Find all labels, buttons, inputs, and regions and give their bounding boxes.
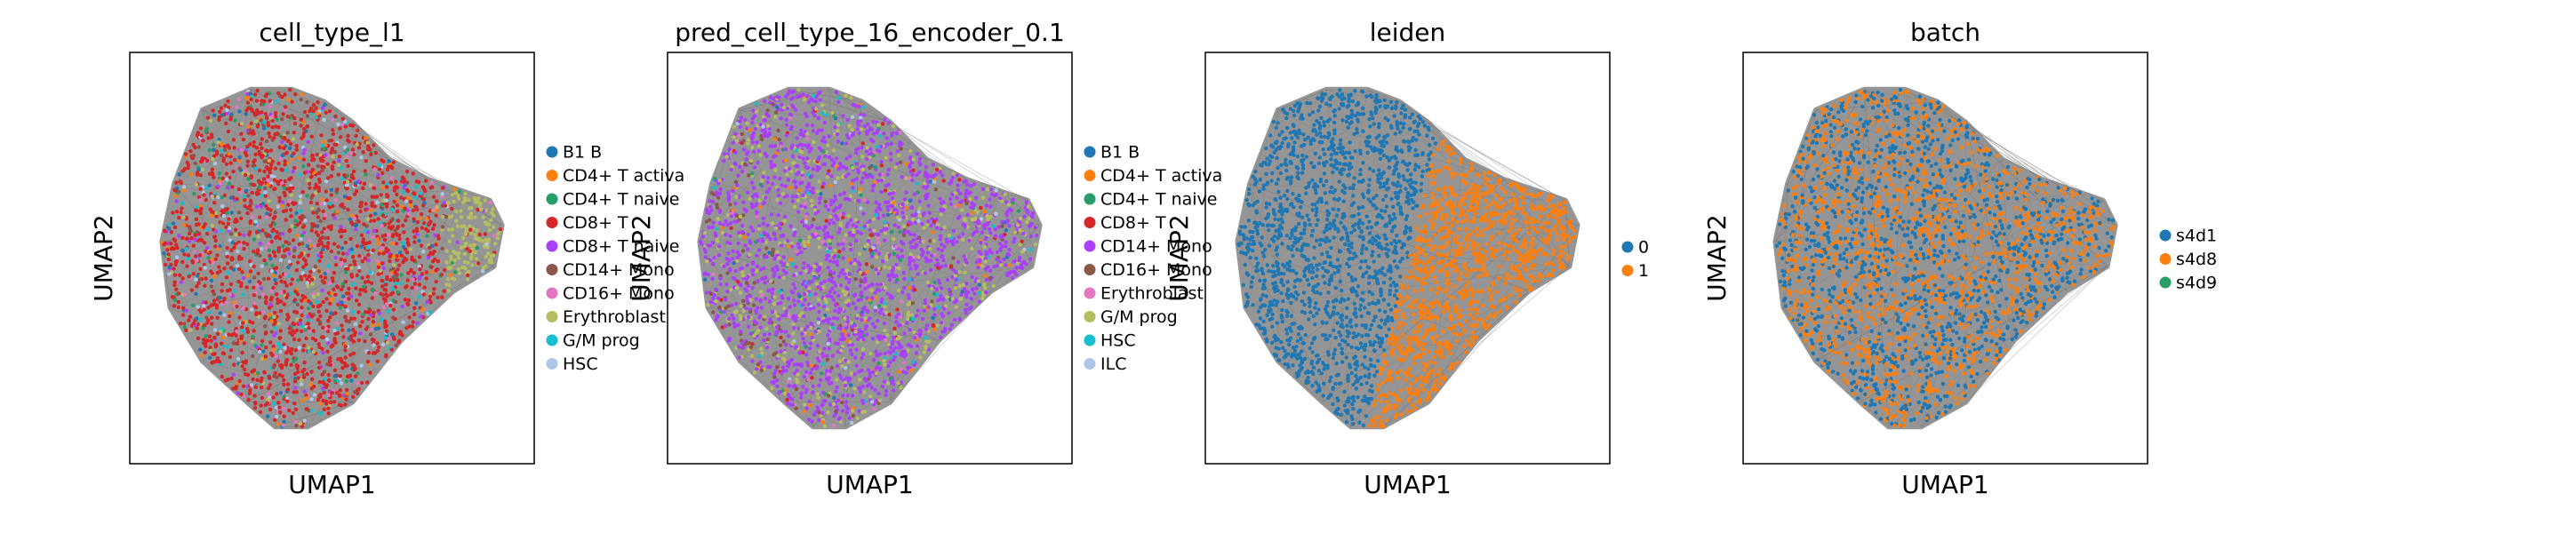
legend-item-label: ILC xyxy=(1100,354,1126,374)
axes-frame xyxy=(1204,52,1611,465)
panel-title: pred_cell_type_16_encoder_0.1 xyxy=(675,18,1065,47)
y-axis-label: UMAP2 xyxy=(627,214,656,302)
legend-item-label: G/M prog xyxy=(563,331,640,351)
legend-marker xyxy=(1084,264,1096,275)
legend-item-label: Erythroblast xyxy=(563,307,666,327)
legend-marker xyxy=(1084,287,1096,299)
legend-marker xyxy=(1084,334,1096,346)
legend-marker xyxy=(1084,170,1096,181)
legend: 01 xyxy=(1621,238,1649,281)
legend: B1 B CD4+ T activa CD4+ T naive CD8+ T CD8+ … xyxy=(546,143,684,374)
legend-marker xyxy=(1084,358,1096,370)
y-axis-label: UMAP2 xyxy=(1702,214,1732,302)
legend-item-label: CD14+ Mono xyxy=(563,260,675,280)
legend-marker xyxy=(1621,241,1634,253)
y-axis-label: UMAP2 xyxy=(89,214,118,302)
legend-marker xyxy=(546,170,558,181)
x-axis-label: UMAP1 xyxy=(1364,470,1452,499)
legend-marker xyxy=(2159,276,2172,289)
x-axis-label: UMAP1 xyxy=(826,470,914,499)
legend-item-label: CD14+ Mono xyxy=(1100,237,1212,257)
legend-marker xyxy=(546,240,558,252)
x-axis-label: UMAP1 xyxy=(288,470,376,499)
legend-item-label: s4d8 xyxy=(2176,250,2217,269)
cell-dots xyxy=(1236,88,1577,429)
legend-marker xyxy=(546,146,558,158)
panel-title: batch xyxy=(1910,18,1980,47)
legend-item-label: HSC xyxy=(1100,331,1136,351)
legend-marker xyxy=(1084,240,1096,252)
legend-item-label: 1 xyxy=(1638,261,1649,281)
legend-marker xyxy=(546,264,558,275)
legend-marker xyxy=(546,358,558,370)
legend-item-label: CD16+ Mono xyxy=(563,284,675,304)
legend-marker xyxy=(1621,265,1634,276)
axes-frame xyxy=(129,52,535,465)
legend-marker xyxy=(546,311,558,322)
legend-item-label: s4d9 xyxy=(2176,274,2217,293)
legend-marker xyxy=(1084,146,1096,158)
cell-dots xyxy=(160,87,503,429)
legend-item-label: CD8+ T xyxy=(563,213,628,233)
legend-marker xyxy=(546,287,558,299)
panel-title: leiden xyxy=(1370,18,1446,47)
legend-item-label: CD8+ T naive xyxy=(563,237,680,257)
panel-title: cell_type_l1 xyxy=(259,18,404,47)
y-axis-label: UMAP2 xyxy=(1164,214,1194,302)
legend: B1 B CD4+ T activa CD4+ T naive CD8+ T CD14+… xyxy=(1084,143,1222,374)
legend-item-label: CD8+ T xyxy=(1100,213,1166,233)
legend-item-label: G/M prog xyxy=(1100,307,1178,327)
legend-marker xyxy=(546,217,558,228)
axes-frame xyxy=(667,52,1073,465)
legend-item-label: CD4+ T naive xyxy=(1100,190,1218,210)
umap-panel-1: cell_type_l1 UMAP1 UMAP2 B1 B CD4+ T activa C… xyxy=(89,18,684,499)
legend-item-label: HSC xyxy=(563,354,598,374)
legend-marker xyxy=(2159,229,2172,242)
umap-panel-2: pred_cell_type_16_encoder_0.1UMAP1UMAP2B… xyxy=(627,18,1222,499)
legend-item-label: CD4+ T naive xyxy=(563,190,680,210)
legend-marker xyxy=(546,193,558,205)
legend-item-label: CD16+ Mono xyxy=(1100,260,1212,280)
x-axis-label: UMAP1 xyxy=(1901,470,1989,499)
legend-item-label: CD4+ T activa xyxy=(1100,166,1222,186)
legend-marker xyxy=(1084,311,1096,322)
legend-item-label: B1 B xyxy=(1100,143,1140,163)
cell-dots xyxy=(698,87,1039,428)
legend-item-label: Erythroblast xyxy=(1100,284,1204,304)
legend: s4d1 s4d8 s4d9 xyxy=(2159,227,2217,293)
legend-marker xyxy=(1084,193,1096,205)
legend-marker xyxy=(2159,253,2172,265)
legend-marker xyxy=(546,334,558,346)
legend-item-label: B1 B xyxy=(563,143,602,163)
legend-item-label: CD4+ T activa xyxy=(563,166,684,186)
legend-marker xyxy=(1084,217,1096,228)
legend-item-label: s4d1 xyxy=(2176,227,2217,246)
cell-dots xyxy=(1774,87,2116,428)
legend-item-label: 0 xyxy=(1638,238,1649,258)
umap-panel-4: batch UMAP1 UMAP2 s4d1 s4d8 s4d9 xyxy=(1702,18,2217,499)
axes-frame xyxy=(1742,52,2148,465)
